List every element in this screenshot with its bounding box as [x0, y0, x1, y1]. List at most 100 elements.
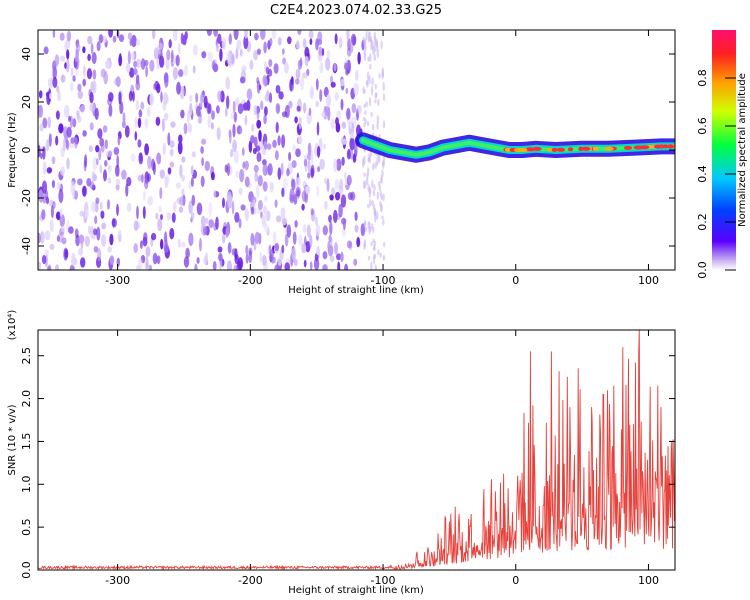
noise-cell	[179, 196, 185, 207]
signal-peak	[581, 146, 591, 151]
noise-cell	[379, 190, 382, 198]
noise-cell	[381, 69, 384, 80]
noise-cell	[116, 203, 119, 216]
noise-cell	[177, 43, 181, 55]
x-tick-label: -100	[371, 574, 396, 587]
noise-cell	[280, 162, 284, 176]
noise-cell	[207, 51, 213, 62]
noise-cell	[377, 249, 380, 256]
noise-cell	[145, 256, 149, 270]
noise-cell	[352, 155, 357, 163]
noise-cell	[90, 43, 94, 54]
noise-cell	[133, 243, 138, 254]
noise-cell	[137, 258, 143, 269]
noise-cell	[212, 63, 219, 73]
noise-cell	[147, 155, 152, 170]
noise-cell	[328, 234, 332, 243]
noise-cell	[219, 48, 223, 62]
noise-cell	[330, 118, 336, 130]
signal-peak	[654, 144, 662, 149]
noise-cell	[248, 140, 253, 153]
noise-cell	[275, 121, 279, 134]
noise-cell	[109, 255, 115, 266]
y-tick-label: 40	[20, 47, 33, 61]
noise-cell	[264, 77, 268, 87]
noise-cell	[258, 129, 262, 142]
noise-cell	[380, 40, 383, 50]
noise-cell	[266, 210, 271, 222]
noise-cell	[322, 264, 328, 270]
noise-cell	[264, 106, 268, 116]
noise-cell	[89, 181, 95, 190]
noise-cell	[371, 123, 375, 131]
noise-cell	[99, 164, 103, 174]
x-tick-label: -200	[238, 274, 263, 287]
noise-cell	[239, 127, 243, 134]
noise-cell	[284, 262, 290, 270]
noise-cell	[39, 123, 44, 132]
noise-cell	[141, 173, 144, 183]
noise-cell	[243, 102, 249, 111]
signal-peak	[504, 147, 511, 152]
noise-cell	[115, 164, 120, 177]
noise-cell	[190, 177, 194, 187]
noise-cell	[301, 243, 307, 254]
noise-cell	[56, 235, 61, 242]
noise-cell	[370, 41, 373, 51]
noise-cell	[347, 38, 351, 51]
noise-cell	[54, 54, 60, 67]
noise-cell	[365, 80, 369, 85]
noise-cell	[41, 254, 47, 265]
noise-cell	[161, 118, 165, 132]
noise-cell	[309, 261, 313, 270]
noise-cell	[259, 252, 263, 263]
noise-cell	[376, 211, 379, 220]
noise-cell	[65, 139, 70, 151]
noise-cell	[340, 251, 344, 263]
signal-peak	[532, 146, 542, 151]
noise-cell	[129, 38, 133, 46]
noise-cell	[183, 122, 188, 135]
y-tick-label: 0.0	[20, 561, 33, 579]
noise-cell	[257, 199, 263, 211]
snr-panel: -300 -200 -100 0 100 0.0 0.5 1.0 1.5 2.0 2.5 Heig…	[7, 310, 676, 596]
noise-cell	[196, 202, 203, 216]
noise-cell	[205, 217, 209, 224]
noise-cell	[147, 195, 154, 206]
noise-cell	[201, 157, 205, 167]
noise-cell	[239, 169, 245, 183]
noise-cell	[156, 255, 161, 265]
noise-cell	[368, 97, 372, 107]
noise-cell	[160, 214, 163, 221]
noise-cell	[319, 89, 323, 102]
noise-cell	[376, 114, 380, 125]
noise-cell	[381, 215, 384, 220]
noise-cell	[70, 81, 74, 92]
noise-cell	[72, 118, 77, 128]
noise-cell	[138, 153, 144, 165]
noise-cell	[313, 257, 320, 270]
noise-cell	[274, 242, 280, 252]
noise-cell	[233, 111, 238, 123]
noise-cell	[131, 34, 137, 48]
noise-cell	[253, 49, 259, 61]
noise-cell	[230, 111, 234, 120]
noise-cell	[330, 75, 333, 84]
noise-cell	[133, 220, 139, 232]
noise-cell	[126, 64, 131, 73]
noise-cell	[256, 105, 260, 115]
noise-cell	[307, 142, 312, 155]
noise-cell	[128, 90, 133, 102]
noise-cell	[208, 219, 214, 229]
noise-cell	[167, 132, 171, 146]
noise-cell	[163, 72, 169, 84]
noise-cell	[261, 214, 266, 226]
noise-cell	[107, 177, 112, 184]
noise-cell	[280, 207, 286, 219]
noise-cell	[277, 167, 282, 180]
x-tick-label: 0	[512, 574, 519, 587]
noise-cell	[188, 200, 193, 214]
noise-cell	[281, 187, 285, 198]
noise-cell	[327, 240, 331, 252]
noise-cell	[374, 83, 377, 90]
